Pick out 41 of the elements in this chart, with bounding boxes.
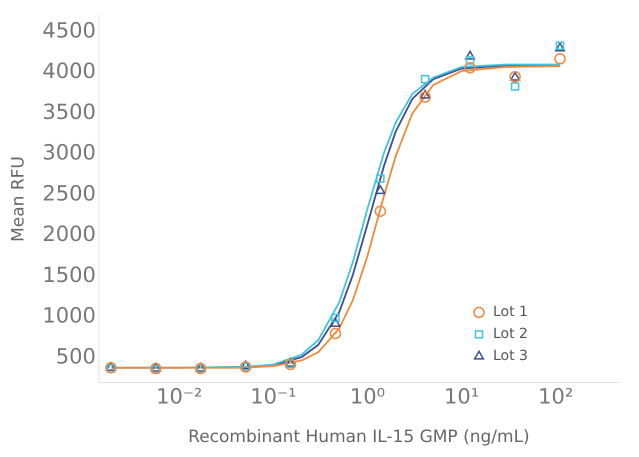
legend-label: Lot 1 <box>493 304 528 320</box>
x-tick-label: 10⁻² <box>156 384 202 408</box>
point <box>510 82 520 91</box>
point <box>284 358 296 370</box>
point <box>106 362 116 371</box>
point <box>152 365 160 374</box>
y-tick-label: 500 <box>56 344 96 368</box>
point <box>106 364 116 373</box>
point <box>240 360 251 370</box>
x-tick-label: 10⁻¹ <box>250 384 296 408</box>
point <box>464 50 476 60</box>
x-tick-label: 10¹ <box>444 384 480 408</box>
y-tick-label: 4500 <box>42 18 96 42</box>
y-tick-label: 2500 <box>42 181 96 206</box>
point <box>376 174 385 183</box>
point <box>420 74 430 84</box>
point <box>331 314 340 322</box>
point <box>375 185 386 194</box>
point <box>330 328 342 340</box>
point <box>330 318 341 327</box>
y-tick-label: 1000 <box>42 304 96 328</box>
point <box>464 62 476 74</box>
point <box>420 90 430 99</box>
point <box>150 362 161 372</box>
legend-label: Lot 2 <box>493 326 528 342</box>
y-tick-label: 3000 <box>42 140 96 165</box>
x-tick-label: 10² <box>538 384 574 408</box>
point <box>374 205 386 217</box>
y-tick-label: 4000 <box>42 59 96 84</box>
y-axis-title: Mean RFU <box>8 156 29 242</box>
x-tick-label: 10⁰ <box>350 384 386 408</box>
x-axis-title: Recombinant Human IL-15 GMP (ng/mL) <box>188 427 530 448</box>
point <box>554 53 566 65</box>
point <box>419 91 431 103</box>
point <box>105 362 117 374</box>
y-tick-label: 1500 <box>42 262 96 287</box>
legend-label: Lot 3 <box>493 348 528 364</box>
point <box>466 56 474 65</box>
y-tick-label: 2000 <box>42 222 96 246</box>
y-tick-label: 3500 <box>42 100 96 124</box>
point <box>150 362 162 374</box>
